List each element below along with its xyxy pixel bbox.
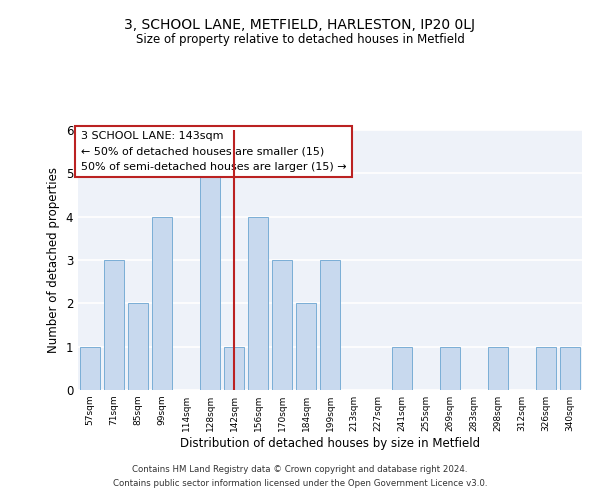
Y-axis label: Number of detached properties: Number of detached properties <box>47 167 60 353</box>
Bar <box>200 174 220 390</box>
Bar <box>560 346 580 390</box>
Bar <box>80 346 100 390</box>
Text: 3 SCHOOL LANE: 143sqm
← 50% of detached houses are smaller (15)
50% of semi-deta: 3 SCHOOL LANE: 143sqm ← 50% of detached … <box>80 132 346 172</box>
Text: Contains HM Land Registry data © Crown copyright and database right 2024.
Contai: Contains HM Land Registry data © Crown c… <box>113 466 487 487</box>
Bar <box>104 260 124 390</box>
Bar <box>272 260 292 390</box>
Bar <box>320 260 340 390</box>
Text: Size of property relative to detached houses in Metfield: Size of property relative to detached ho… <box>136 32 464 46</box>
Bar <box>128 304 148 390</box>
Bar <box>536 346 556 390</box>
Bar <box>392 346 412 390</box>
Bar <box>488 346 508 390</box>
Bar <box>296 304 316 390</box>
X-axis label: Distribution of detached houses by size in Metfield: Distribution of detached houses by size … <box>180 437 480 450</box>
Bar <box>224 346 244 390</box>
Text: 3, SCHOOL LANE, METFIELD, HARLESTON, IP20 0LJ: 3, SCHOOL LANE, METFIELD, HARLESTON, IP2… <box>125 18 476 32</box>
Bar <box>248 216 268 390</box>
Bar <box>152 216 172 390</box>
Bar <box>440 346 460 390</box>
